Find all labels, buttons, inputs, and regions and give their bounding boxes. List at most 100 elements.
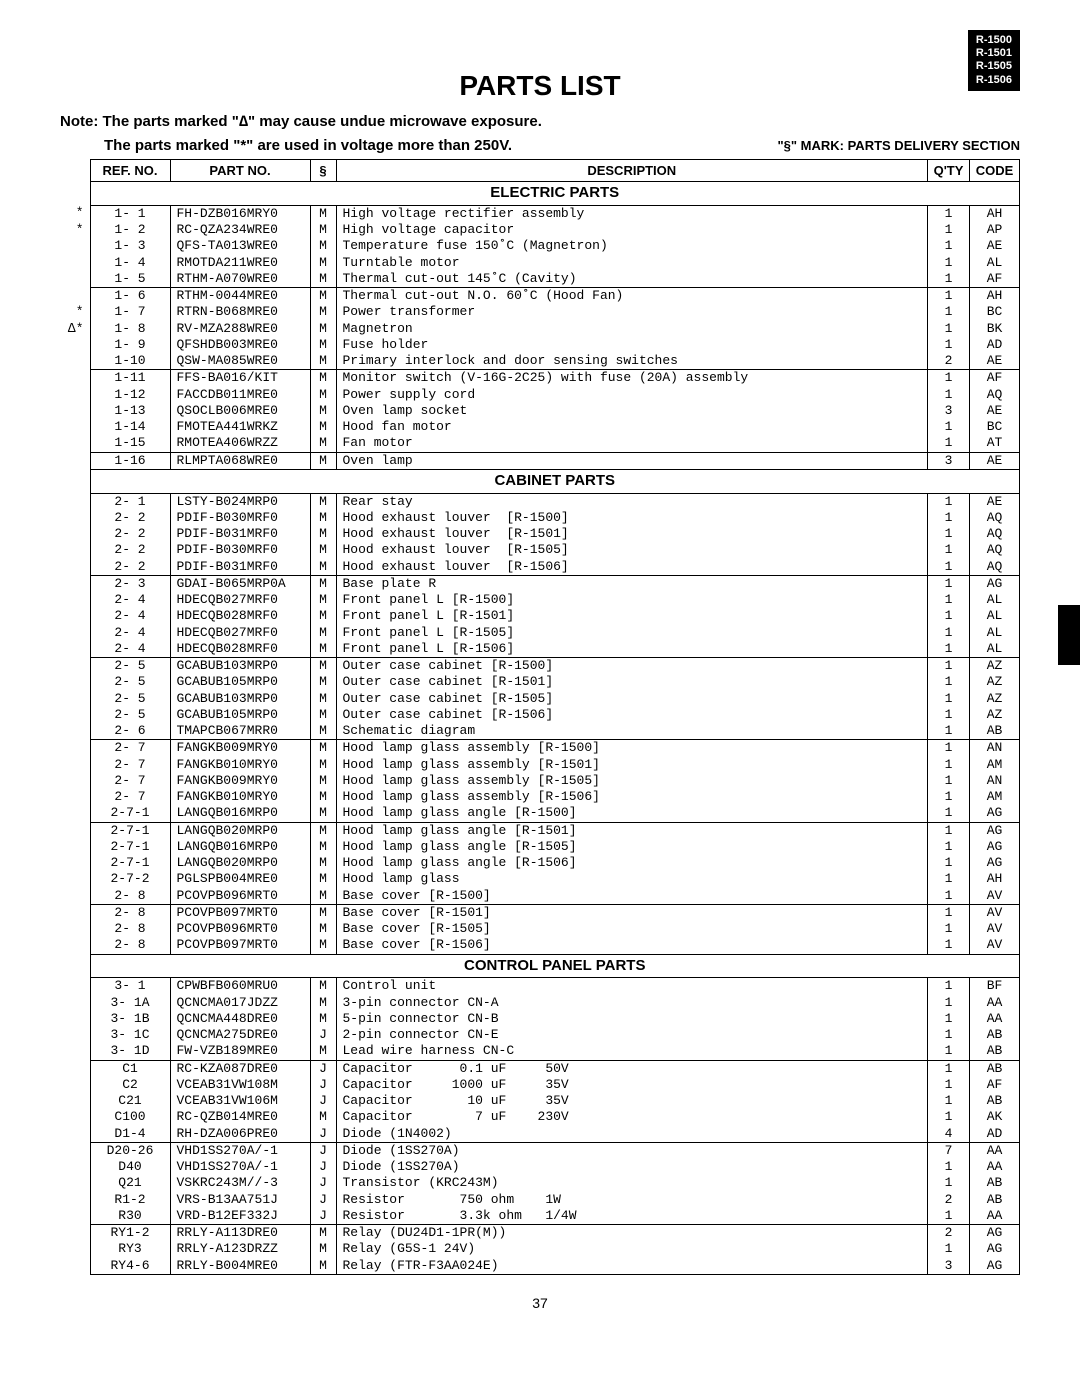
table-row: D20-26VHD1SS270A/-1JDiode (1SS270A)7AA xyxy=(60,1142,1020,1159)
mark-cell: * xyxy=(60,205,90,222)
s-cell: M xyxy=(310,403,336,419)
mark-cell xyxy=(60,904,90,921)
ref-cell: 1- 4 xyxy=(90,255,170,271)
ref-cell: 1-14 xyxy=(90,419,170,435)
header-code: CODE xyxy=(970,160,1020,182)
code-cell: AM xyxy=(970,757,1020,773)
s-cell: J xyxy=(310,1093,336,1109)
table-row: R30VRD-B12EF332JJResistor 3.3k ohm 1/4W1… xyxy=(60,1208,1020,1225)
s-cell: M xyxy=(310,222,336,238)
ref-cell: RY3 xyxy=(90,1241,170,1257)
qty-cell: 7 xyxy=(928,1142,970,1159)
s-cell: M xyxy=(310,271,336,288)
mark-cell xyxy=(60,337,90,353)
part-cell: GCABUB105MRP0 xyxy=(170,674,310,690)
s-cell: M xyxy=(310,937,336,954)
desc-cell: Capacitor 1000 uF 35V xyxy=(336,1077,928,1093)
ref-cell: 2- 4 xyxy=(90,625,170,641)
ref-cell: 2-7-1 xyxy=(90,822,170,839)
qty-cell: 1 xyxy=(928,888,970,905)
mark-cell xyxy=(60,995,90,1011)
qty-cell: 1 xyxy=(928,1175,970,1191)
qty-cell: 1 xyxy=(928,805,970,822)
code-cell: AF xyxy=(970,370,1020,387)
part-cell: RRLY-A113DRE0 xyxy=(170,1225,310,1242)
table-row: 2- 2PDIF-B030MRF0MHood exhaust louver [R… xyxy=(60,510,1020,526)
part-cell: QSW-MA085WRE0 xyxy=(170,353,310,370)
code-cell: AG xyxy=(970,822,1020,839)
part-cell: RC-QZA234WRE0 xyxy=(170,222,310,238)
qty-cell: 1 xyxy=(928,921,970,937)
code-cell: AG xyxy=(970,805,1020,822)
qty-cell: 1 xyxy=(928,1241,970,1257)
mark-cell xyxy=(60,1142,90,1159)
desc-cell: Hood lamp glass assembly [R-1501] xyxy=(336,757,928,773)
code-cell: AT xyxy=(970,435,1020,452)
part-cell: VCEAB31VW106M xyxy=(170,1093,310,1109)
part-cell: LSTY-B024MRP0 xyxy=(170,493,310,510)
qty-cell: 1 xyxy=(928,559,970,576)
mark-cell xyxy=(60,1241,90,1257)
ref-cell: 2- 2 xyxy=(90,542,170,558)
ref-cell: 2- 2 xyxy=(90,526,170,542)
mark-cell xyxy=(60,1043,90,1060)
mark-cell xyxy=(60,921,90,937)
desc-cell: Hood lamp glass angle [R-1505] xyxy=(336,839,928,855)
table-row: 2- 8PCOVPB096MRT0MBase cover [R-1505]1AV xyxy=(60,921,1020,937)
ref-cell: C1 xyxy=(90,1060,170,1077)
code-cell: AB xyxy=(970,1043,1020,1060)
desc-cell: Oven lamp socket xyxy=(336,403,928,419)
ref-cell: 3- 1B xyxy=(90,1011,170,1027)
code-cell: AV xyxy=(970,921,1020,937)
part-cell: RLMPTA068WRE0 xyxy=(170,452,310,469)
side-tab xyxy=(1058,605,1080,665)
s-cell: M xyxy=(310,658,336,675)
part-cell: FANGKB010MRY0 xyxy=(170,757,310,773)
s-cell: M xyxy=(310,995,336,1011)
mark-cell xyxy=(60,839,90,855)
table-row: D1-4RH-DZA006PRE0JDiode (1N4002)4AD xyxy=(60,1126,1020,1143)
code-cell: AZ xyxy=(970,658,1020,675)
qty-cell: 3 xyxy=(928,1258,970,1275)
s-cell: J xyxy=(310,1208,336,1225)
s-cell: M xyxy=(310,370,336,387)
qty-cell: 1 xyxy=(928,871,970,887)
s-cell: M xyxy=(310,789,336,805)
qty-cell: 1 xyxy=(928,542,970,558)
table-row: 2- 8PCOVPB096MRT0MBase cover [R-1500]1AV xyxy=(60,888,1020,905)
note-line-2: The parts marked "*" are used in voltage… xyxy=(60,136,512,156)
ref-cell: 3- 1C xyxy=(90,1027,170,1043)
code-cell: AG xyxy=(970,839,1020,855)
s-cell: M xyxy=(310,855,336,871)
s-cell: J xyxy=(310,1159,336,1175)
s-cell: M xyxy=(310,238,336,254)
code-cell: BK xyxy=(970,321,1020,337)
code-cell: AH xyxy=(970,871,1020,887)
s-cell: M xyxy=(310,773,336,789)
mark-cell xyxy=(60,1109,90,1125)
qty-cell: 1 xyxy=(928,625,970,641)
table-row: 2- 7FANGKB010MRY0MHood lamp glass assemb… xyxy=(60,789,1020,805)
mark-cell xyxy=(60,370,90,387)
code-cell: AV xyxy=(970,888,1020,905)
table-row: Q21VSKRC243M//-3JTransistor (KRC243M)1AB xyxy=(60,1175,1020,1191)
part-cell: LANGQB016MRP0 xyxy=(170,805,310,822)
mark-cell xyxy=(60,937,90,954)
ref-cell: 3- 1D xyxy=(90,1043,170,1060)
code-cell: BC xyxy=(970,304,1020,320)
qty-cell: 1 xyxy=(928,707,970,723)
qty-cell: 3 xyxy=(928,452,970,469)
table-row: 2- 6TMAPCB067MRR0MSchematic diagram1AB xyxy=(60,723,1020,740)
qty-cell: 2 xyxy=(928,1225,970,1242)
s-cell: M xyxy=(310,510,336,526)
part-cell: PDIF-B031MRF0 xyxy=(170,526,310,542)
ref-cell: 1-16 xyxy=(90,452,170,469)
table-row: 1-10QSW-MA085WRE0MPrimary interlock and … xyxy=(60,353,1020,370)
code-cell: AV xyxy=(970,904,1020,921)
desc-cell: Base cover [R-1505] xyxy=(336,921,928,937)
part-cell: RV-MZA288WRE0 xyxy=(170,321,310,337)
mark-cell xyxy=(60,757,90,773)
table-row: RY4-6RRLY-B004MRE0MRelay (FTR-F3AA024E)3… xyxy=(60,1258,1020,1275)
ref-cell: R30 xyxy=(90,1208,170,1225)
mark-cell xyxy=(60,419,90,435)
